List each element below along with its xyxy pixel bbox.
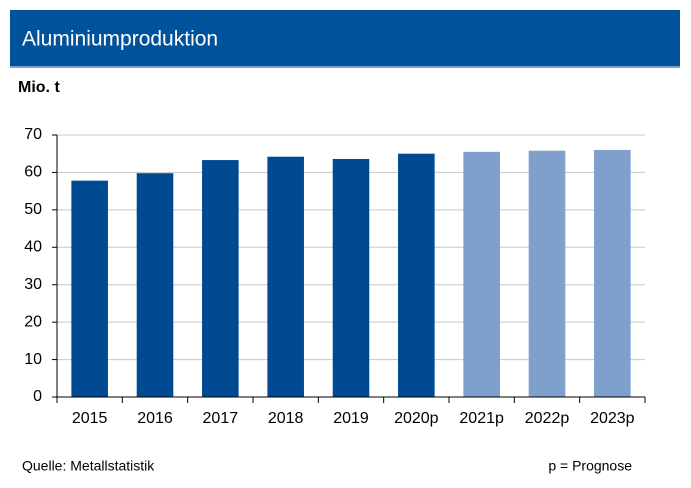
x-tick-label: 2016 — [137, 410, 173, 427]
chart-title: Aluminiumproduktion — [22, 28, 218, 51]
x-tick-label: 2017 — [203, 410, 239, 427]
y-tick-label: 30 — [24, 276, 42, 293]
title-bar — [10, 10, 680, 68]
bar — [71, 180, 108, 397]
note: p = Prognose — [548, 458, 632, 474]
bar — [136, 173, 174, 397]
bar — [528, 150, 566, 397]
x-tick-label: 2021p — [459, 410, 504, 427]
x-tick-label: 2015 — [72, 410, 108, 427]
y-tick-label: 10 — [24, 351, 42, 368]
title-underline — [10, 66, 680, 68]
y-tick-label: 20 — [24, 313, 42, 330]
y-tick-label: 50 — [24, 201, 42, 218]
x-tick-label: 2018 — [268, 410, 304, 427]
source: Quelle: Metallstatistik — [22, 458, 155, 474]
bar — [594, 149, 631, 397]
y-tick-label: 0 — [33, 388, 42, 405]
bar — [463, 151, 500, 397]
x-tick-label: 2022p — [525, 410, 570, 427]
bar — [267, 156, 304, 397]
bar — [202, 160, 239, 397]
y-tick-label: 60 — [24, 164, 42, 181]
x-tick-label: 2019 — [333, 410, 369, 427]
y-tick-label: 40 — [24, 239, 42, 256]
x-tick-label: 2020p — [394, 410, 439, 427]
bar — [332, 158, 370, 397]
y-axis-label: Mio. t — [18, 79, 60, 96]
bar — [398, 153, 435, 397]
x-tick-label: 2023p — [590, 410, 635, 427]
y-tick-label: 70 — [24, 126, 42, 143]
